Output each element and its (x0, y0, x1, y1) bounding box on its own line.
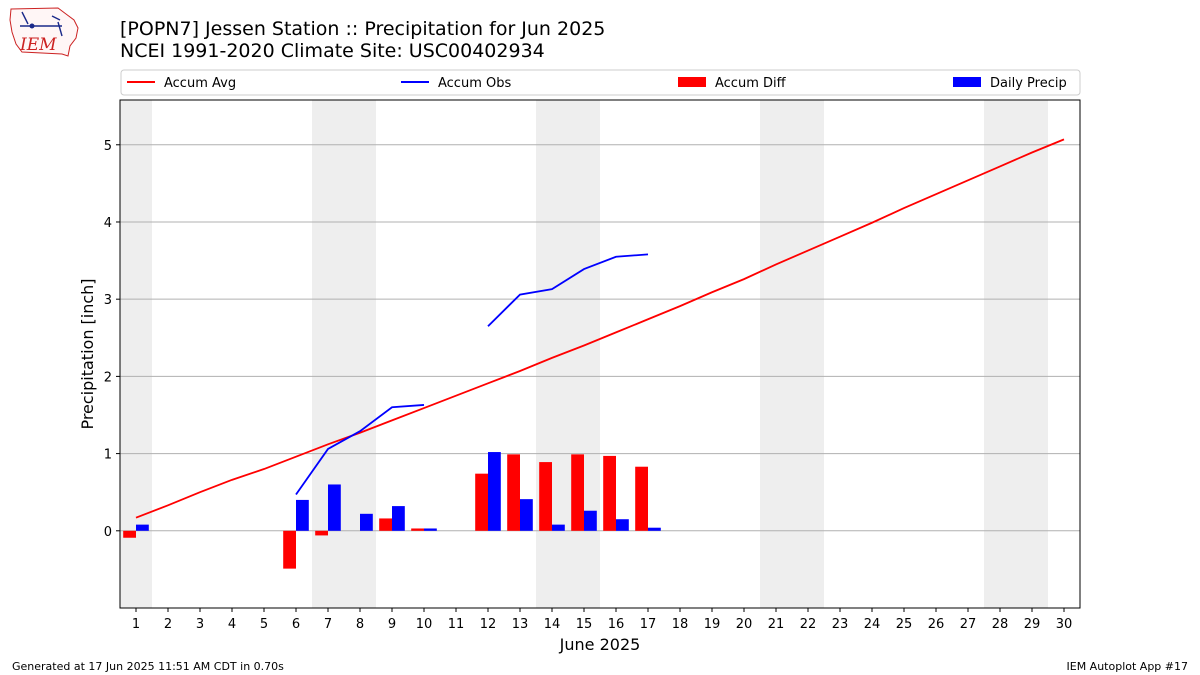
x-tick-label: 13 (512, 617, 529, 632)
x-tick-label: 4 (228, 617, 236, 632)
x-tick-label: 30 (1056, 617, 1073, 632)
app-label: IEM Autoplot App #17 (1066, 660, 1189, 673)
accum-diff-bar (635, 466, 648, 531)
daily-precip-bar (584, 510, 597, 531)
accum-obs-line (487, 253, 649, 327)
x-tick-label: 25 (896, 617, 913, 632)
x-axis-label: June 2025 (559, 635, 641, 654)
x-tick-label: 1 (132, 617, 140, 632)
x-tick-label: 12 (480, 617, 497, 632)
weekend-shade (536, 100, 600, 608)
daily-precip-bar (616, 519, 629, 531)
x-tick-label: 27 (960, 617, 977, 632)
x-tick-label: 19 (704, 617, 721, 632)
x-tick-label: 22 (800, 617, 817, 632)
daily-precip-bar (392, 506, 405, 531)
accum-diff-bar (123, 530, 136, 538)
accum-diff-bar (379, 518, 392, 531)
x-tick-label: 8 (356, 617, 364, 632)
x-tick-label: 7 (324, 617, 332, 632)
legend-box (120, 69, 1081, 96)
legend-label: Accum Diff (715, 76, 787, 91)
iem-logo: IEM (8, 6, 80, 58)
x-tick-label: 18 (672, 617, 689, 632)
x-tick-label: 6 (292, 617, 300, 632)
legend-swatch (678, 77, 706, 87)
weekend-shade (984, 100, 1048, 608)
legend-swatch (953, 77, 981, 87)
x-tick-label: 14 (544, 617, 561, 632)
accum-diff-bar (539, 462, 552, 531)
legend-label: Accum Obs (438, 76, 511, 91)
x-tick-label: 10 (416, 617, 433, 632)
plot-frame (119, 99, 1081, 609)
accum-diff-bar (603, 455, 616, 531)
x-tick-label: 2 (164, 617, 172, 632)
iem-logo-text: IEM (19, 35, 57, 55)
x-tick-label: 17 (640, 617, 657, 632)
accum-avg-line (135, 138, 1065, 519)
daily-precip-bar (360, 513, 373, 531)
daily-precip-bar (520, 499, 533, 531)
daily-precip-bar (648, 527, 661, 531)
x-tick-label: 23 (832, 617, 849, 632)
accum-diff-bar (475, 473, 488, 531)
x-tick-label: 9 (388, 617, 396, 632)
y-tick-label: 5 (104, 139, 112, 154)
x-tick-label: 11 (448, 617, 465, 632)
title-line-1: [POPN7] Jessen Station :: Precipitation … (120, 18, 606, 40)
x-tick-label: 29 (1024, 617, 1041, 632)
daily-precip-bar (328, 484, 341, 531)
chart-title: [POPN7] Jessen Station :: Precipitation … (120, 18, 605, 62)
y-tick-label: 0 (104, 525, 112, 540)
accum-diff-bar (283, 530, 296, 569)
x-tick-label: 21 (768, 617, 785, 632)
y-tick-label: 1 (104, 448, 112, 463)
daily-precip-bar (296, 499, 309, 531)
accum-diff-bar (571, 454, 584, 531)
x-tick-label: 5 (260, 617, 268, 632)
x-tick-label: 28 (992, 617, 1009, 632)
daily-precip-bar (136, 524, 149, 531)
accum-obs-line (295, 404, 425, 496)
x-tick-label: 15 (576, 617, 593, 632)
y-tick-label: 4 (104, 216, 112, 231)
y-axis-label: Precipitation [inch] (78, 278, 97, 429)
x-tick-label: 24 (864, 617, 881, 632)
weekend-shade (120, 100, 152, 608)
x-tick-label: 20 (736, 617, 753, 632)
legend-label: Daily Precip (990, 76, 1067, 91)
daily-precip-bar (488, 452, 501, 531)
accum-diff-bar (315, 530, 328, 536)
generated-timestamp: Generated at 17 Jun 2025 11:51 AM CDT in… (12, 660, 284, 673)
title-line-2: NCEI 1991-2020 Climate Site: USC00402934 (120, 40, 545, 62)
x-tick-label: 16 (608, 617, 625, 632)
y-tick-label: 3 (104, 293, 112, 308)
legend-label: Accum Avg (164, 76, 236, 91)
daily-precip-bar (424, 528, 437, 531)
accum-diff-bar (411, 528, 424, 531)
daily-precip-bar (552, 524, 565, 531)
y-tick-label: 2 (104, 370, 112, 385)
weekend-shade (760, 100, 824, 608)
x-tick-label: 26 (928, 617, 945, 632)
accum-diff-bar (507, 454, 520, 531)
x-tick-label: 3 (196, 617, 204, 632)
